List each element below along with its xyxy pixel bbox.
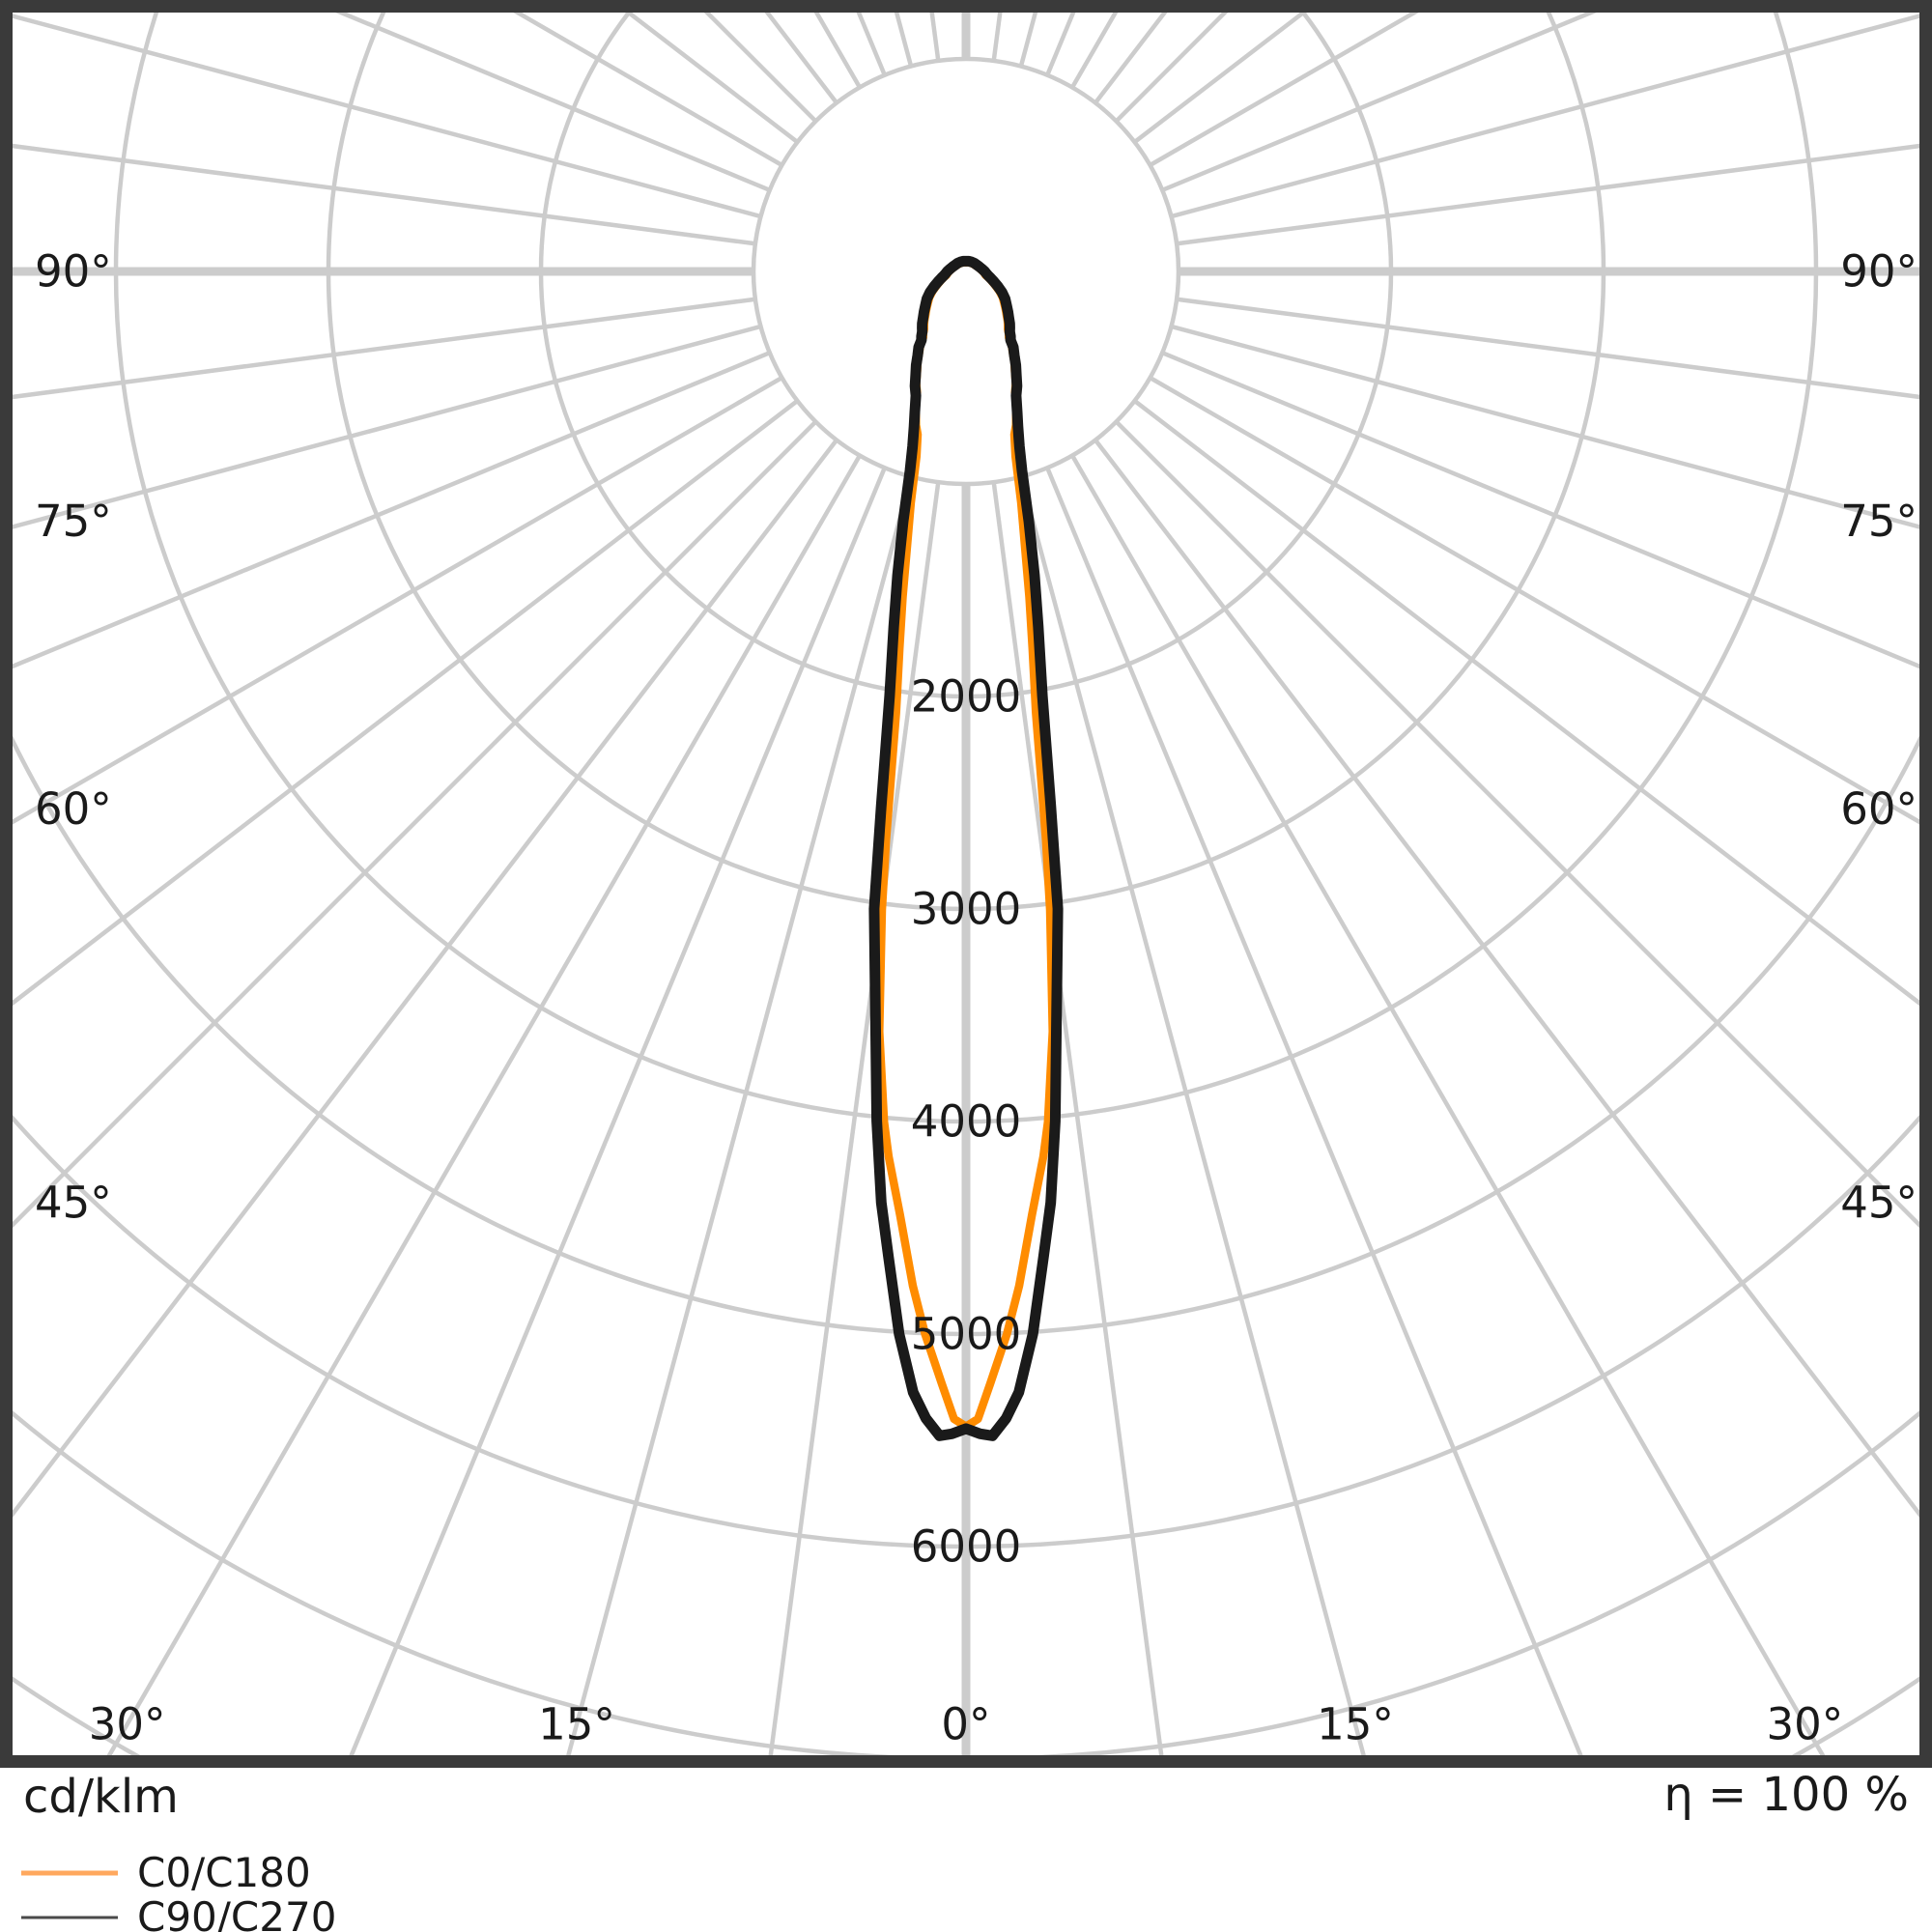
grid-spoke: [1149, 376, 1919, 825]
grid-spoke: [1018, 475, 1366, 1755]
grid-spoke: [13, 419, 818, 1229]
grid-spoke: [13, 351, 771, 669]
grid-spoke: [1070, 454, 1826, 1755]
angle-tick-label-left: 75°: [35, 496, 112, 547]
radial-tick-label: 2000: [911, 671, 1022, 723]
grid-spoke: [1114, 419, 1919, 1229]
angle-tick-label-left: 90°: [35, 246, 112, 298]
grid-spoke: [1045, 467, 1583, 1755]
curve-c90-c270: [868, 255, 1064, 1441]
angle-tick-label-bottom: 30°: [1766, 1699, 1843, 1750]
grid-spoke: [335, 13, 771, 192]
legend: C0/C180 C90/C270: [21, 1849, 336, 1932]
grid-spoke: [13, 399, 799, 1007]
grid-spoke: [991, 481, 1164, 1755]
grid-spoke: [1176, 297, 1919, 400]
legend-item-c90-c270: C90/C270: [21, 1893, 336, 1932]
angle-tick-label-bottom: 0°: [941, 1699, 990, 1750]
angle-tick-label-right: 60°: [1840, 783, 1918, 835]
angle-tick-label-right: 75°: [1840, 496, 1918, 547]
grid-labels: 2000 3000 4000 5000 6000 90° 90° 75° 75° 60° 60° 45…: [35, 246, 1918, 1750]
units-label: cd/klm: [23, 1770, 179, 1824]
grid-spoke: [1170, 14, 1919, 219]
grid-spoke: [13, 297, 756, 400]
grid-spoke: [13, 143, 756, 246]
grid-spoke: [1133, 399, 1919, 1007]
plot-frame: [0, 0, 1932, 1768]
legend-item-c0-c180: C0/C180: [21, 1849, 311, 1896]
angle-tick-label-left: 60°: [35, 783, 112, 835]
legend-label-c90-c270: C90/C270: [137, 1893, 336, 1932]
intensity-curves: [868, 255, 1064, 1441]
grid-spoke: [566, 475, 914, 1755]
grid-spoke: [13, 324, 762, 529]
grid-spoke: [349, 467, 887, 1755]
grid-spoke: [1176, 143, 1919, 246]
angle-tick-label-bottom: 30°: [89, 1699, 166, 1750]
angle-tick-label-right: 45°: [1840, 1178, 1918, 1229]
angle-tick-label-left: 45°: [35, 1178, 112, 1229]
efficiency-label: η = 100 %: [1663, 1768, 1909, 1822]
grid-spoke: [13, 376, 783, 825]
grid-spoke: [1094, 439, 1919, 1518]
grid-spoke: [768, 481, 941, 1755]
radial-tick-label: 5000: [911, 1309, 1022, 1360]
grid-spoke: [13, 14, 762, 219]
angle-tick-label-bottom: 15°: [538, 1699, 615, 1750]
grid-spoke: [1170, 324, 1919, 529]
angle-tick-label-right: 90°: [1840, 246, 1918, 298]
radial-tick-label: 4000: [911, 1096, 1022, 1148]
radial-tick-label: 6000: [911, 1521, 1022, 1573]
legend-label-c0-c180: C0/C180: [137, 1849, 311, 1896]
angle-tick-label-bottom: 15°: [1317, 1699, 1394, 1750]
grid-spoke: [106, 454, 862, 1755]
grid-spoke: [1161, 351, 1919, 669]
grid-spoke: [13, 439, 838, 1518]
grid-spoke: [1161, 13, 1597, 192]
radial-tick-label: 3000: [911, 884, 1022, 935]
